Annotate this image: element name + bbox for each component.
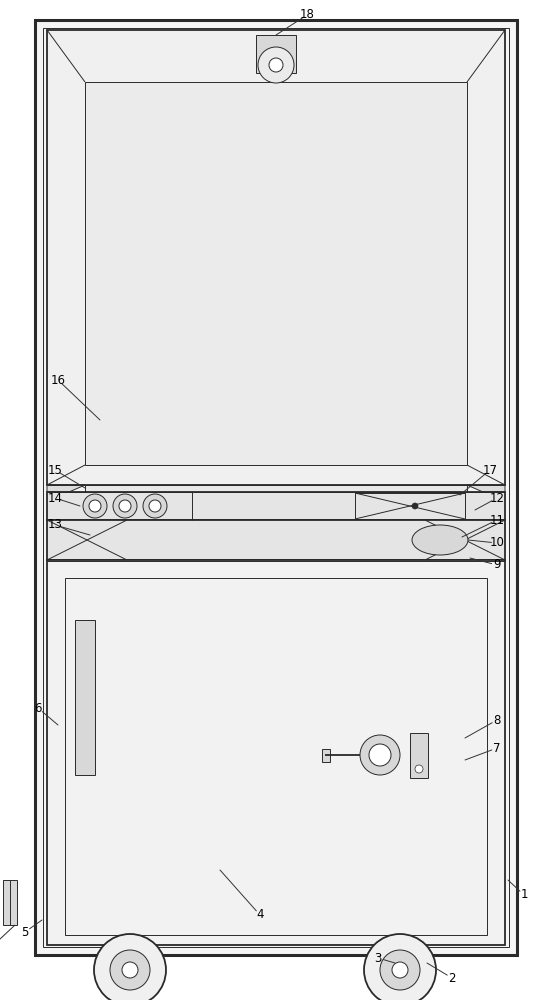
Circle shape xyxy=(380,950,420,990)
Polygon shape xyxy=(47,485,85,492)
Bar xyxy=(47,560,505,945)
Text: 13: 13 xyxy=(47,518,62,532)
Bar xyxy=(410,733,428,778)
Circle shape xyxy=(364,934,436,1000)
Bar xyxy=(65,578,487,935)
Circle shape xyxy=(149,500,161,512)
Circle shape xyxy=(360,735,400,775)
Circle shape xyxy=(119,500,131,512)
Bar xyxy=(47,30,505,485)
Text: 14: 14 xyxy=(47,491,62,504)
Text: 7: 7 xyxy=(493,742,501,754)
Circle shape xyxy=(143,494,167,518)
Circle shape xyxy=(269,58,283,72)
Text: 5: 5 xyxy=(22,926,29,938)
Circle shape xyxy=(110,950,150,990)
Text: 10: 10 xyxy=(490,536,505,550)
Text: 11: 11 xyxy=(490,514,505,526)
Circle shape xyxy=(89,500,101,512)
Text: 4: 4 xyxy=(256,908,264,922)
Circle shape xyxy=(258,47,294,83)
Ellipse shape xyxy=(412,525,468,555)
Text: 17: 17 xyxy=(482,464,497,477)
Bar xyxy=(85,82,467,465)
Circle shape xyxy=(412,503,418,509)
Bar xyxy=(75,620,95,775)
Text: 1: 1 xyxy=(520,888,528,902)
Bar xyxy=(35,20,517,955)
Text: 8: 8 xyxy=(493,714,501,726)
Circle shape xyxy=(415,765,423,773)
Circle shape xyxy=(392,962,408,978)
Bar xyxy=(47,520,505,560)
Bar xyxy=(3,880,17,925)
Circle shape xyxy=(122,962,138,978)
Circle shape xyxy=(113,494,137,518)
Bar xyxy=(322,749,330,762)
Circle shape xyxy=(94,934,166,1000)
Bar xyxy=(85,485,467,492)
Polygon shape xyxy=(467,485,505,492)
Text: 3: 3 xyxy=(374,952,381,964)
Text: 12: 12 xyxy=(490,491,505,504)
Bar xyxy=(355,493,465,519)
Text: 2: 2 xyxy=(448,972,456,984)
Bar xyxy=(47,492,505,520)
Text: 18: 18 xyxy=(300,8,315,21)
Circle shape xyxy=(369,744,391,766)
Bar xyxy=(43,28,509,947)
Bar xyxy=(256,35,296,73)
Text: 16: 16 xyxy=(50,373,66,386)
Text: 6: 6 xyxy=(34,702,42,714)
Text: 9: 9 xyxy=(493,558,501,572)
Text: 15: 15 xyxy=(47,464,62,477)
Circle shape xyxy=(83,494,107,518)
